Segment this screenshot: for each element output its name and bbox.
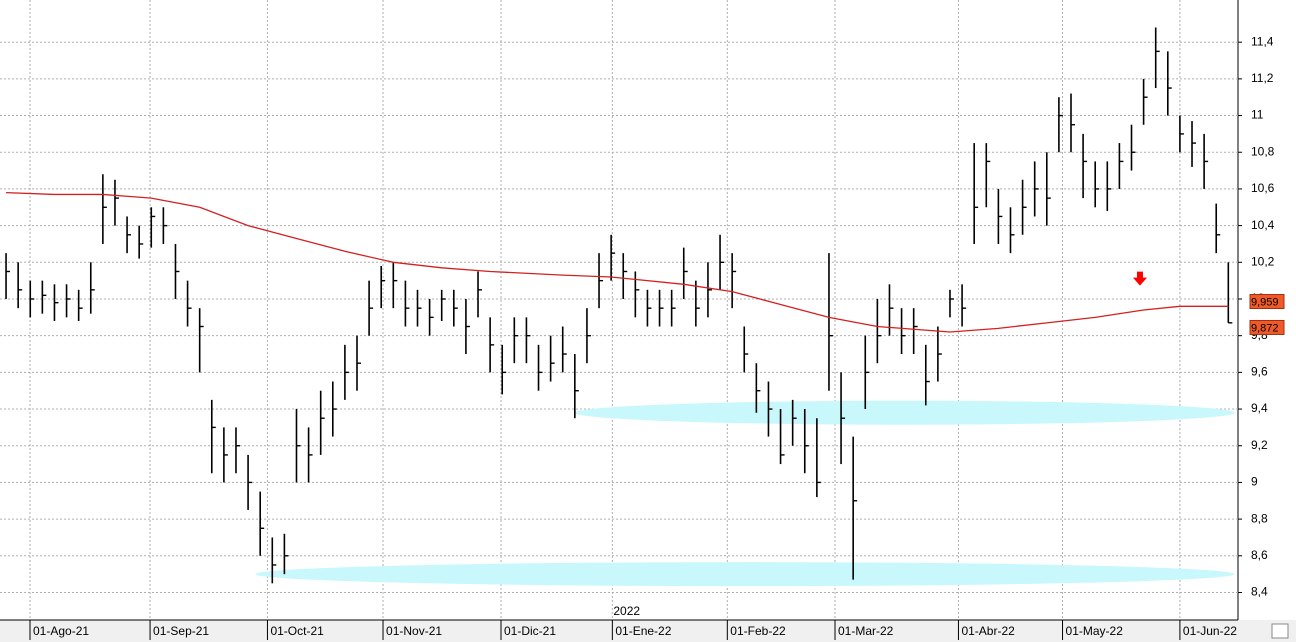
signal-arrow [1132,271,1147,286]
zones [255,400,1235,587]
overlays: 9,959 9,872 [6,191,1285,335]
y-tick-label: 8,6 [1251,548,1268,562]
y-tick-label: 9,4 [1251,401,1268,415]
x-axis-band [0,620,1296,642]
y-tick-label: 10,2 [1251,254,1275,268]
y-tick-label: 11,2 [1251,71,1274,85]
y-tick-label: 9,2 [1251,438,1268,452]
x-tick-label: 01-Dic-21 [504,624,556,638]
y-tick-label: 8,8 [1251,511,1268,525]
x-tick-label: 01-Sep-21 [153,624,209,638]
x-tick-label: 01-Ago-21 [33,624,89,638]
x-tick-label: 01-May-22 [1066,624,1124,638]
x-tick-label: 01-Nov-21 [386,624,442,638]
y-tick-label: 9 [1251,475,1258,489]
y-tick-label: 8,4 [1251,585,1268,599]
x-tick-label: 01-Jun-22 [1183,624,1237,638]
year-label: 2022 [613,604,640,618]
x-tick-label: 01-Abr-22 [961,624,1015,638]
price-tag-label: 9,872 [1251,322,1279,334]
x-tick-label: 01-Mar-22 [838,624,894,638]
price-tag [1249,294,1285,310]
corner-icon [1271,623,1289,639]
y-tick-label: 10,8 [1251,144,1275,158]
support-zone [574,400,1235,425]
moving-average [6,191,1229,333]
x-tick-label: 01-Oct-21 [270,624,324,638]
price-tag [1249,319,1285,335]
price-tag-label: 9,959 [1251,296,1279,308]
y-tick-label: 10,4 [1251,218,1275,232]
y-tick-label: 9,6 [1251,365,1268,379]
y-tick-label: 11 [1251,108,1264,122]
support-zone [255,562,1235,587]
x-tick-label: 01-Feb-22 [730,624,786,638]
y-tick-label: 10,6 [1251,181,1275,195]
y-tick-label: 11,4 [1251,34,1274,48]
bars [5,27,1233,584]
x-tick-label: 01-Ene-22 [615,624,671,638]
